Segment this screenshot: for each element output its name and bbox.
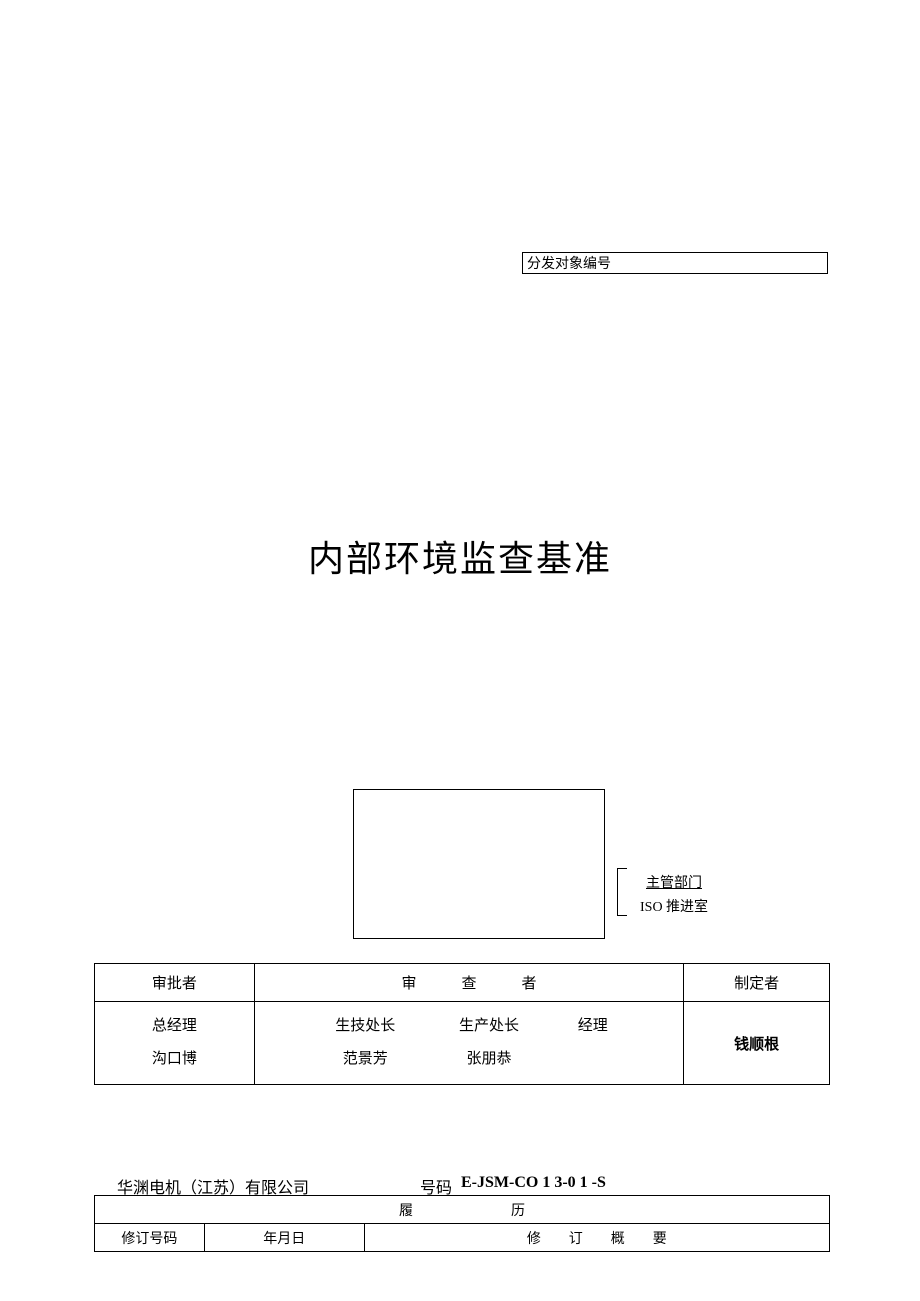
reviewer2-title: 生产处长 [429, 1010, 549, 1043]
date-header: 年月日 [204, 1224, 364, 1252]
distribution-label: 分发对象编号 [527, 253, 611, 273]
reviewer1-title: 生技处长 [305, 1010, 425, 1043]
doc-number: E-JSM-CO 1 3-0 1 -S [461, 1174, 606, 1192]
department-label: 主管部门 [646, 872, 702, 892]
distribution-number-box: 分发对象编号 [522, 252, 828, 274]
approval-header-row: 审批者 审 查 者 制定者 [95, 964, 830, 1002]
approver-cell: 总经理 沟口博 [95, 1002, 255, 1085]
department-bracket [617, 868, 627, 916]
approval-body-row: 总经理 沟口博 生技处长 生产处长 经理 范景芳 张朋恭 钱顺根 [95, 1002, 830, 1085]
reviewer-cell: 生技处长 生产处长 经理 范景芳 张朋恭 [254, 1002, 683, 1085]
history-header-row: 修订号码 年月日 修 订 概 要 [95, 1224, 830, 1252]
approver-title: 总经理 [99, 1010, 250, 1043]
revision-no-header: 修订号码 [95, 1224, 205, 1252]
approver-name: 沟口博 [99, 1043, 250, 1076]
department-value: ISO 推进室 [640, 896, 708, 916]
reviewer1-name: 范景芳 [305, 1043, 425, 1076]
reviewer-header: 审 查 者 [254, 964, 683, 1002]
history-title: 履 历 [95, 1196, 830, 1224]
summary-header: 修 订 概 要 [364, 1224, 829, 1252]
approver-header: 审批者 [95, 964, 255, 1002]
creator-header: 制定者 [684, 964, 830, 1002]
approval-table: 审批者 审 查 者 制定者 总经理 沟口博 生技处长 生产处长 经理 范景芳 张… [94, 963, 830, 1085]
document-title: 内部环境监查基准 [0, 530, 920, 582]
stamp-box [353, 789, 605, 939]
creator-name: 钱顺根 [684, 1002, 830, 1085]
reviewer2-name: 张朋恭 [429, 1043, 549, 1076]
history-title-row: 履 历 [95, 1196, 830, 1224]
history-table: 履 历 修订号码 年月日 修 订 概 要 [94, 1195, 830, 1252]
reviewer3-title: 经理 [553, 1010, 633, 1043]
